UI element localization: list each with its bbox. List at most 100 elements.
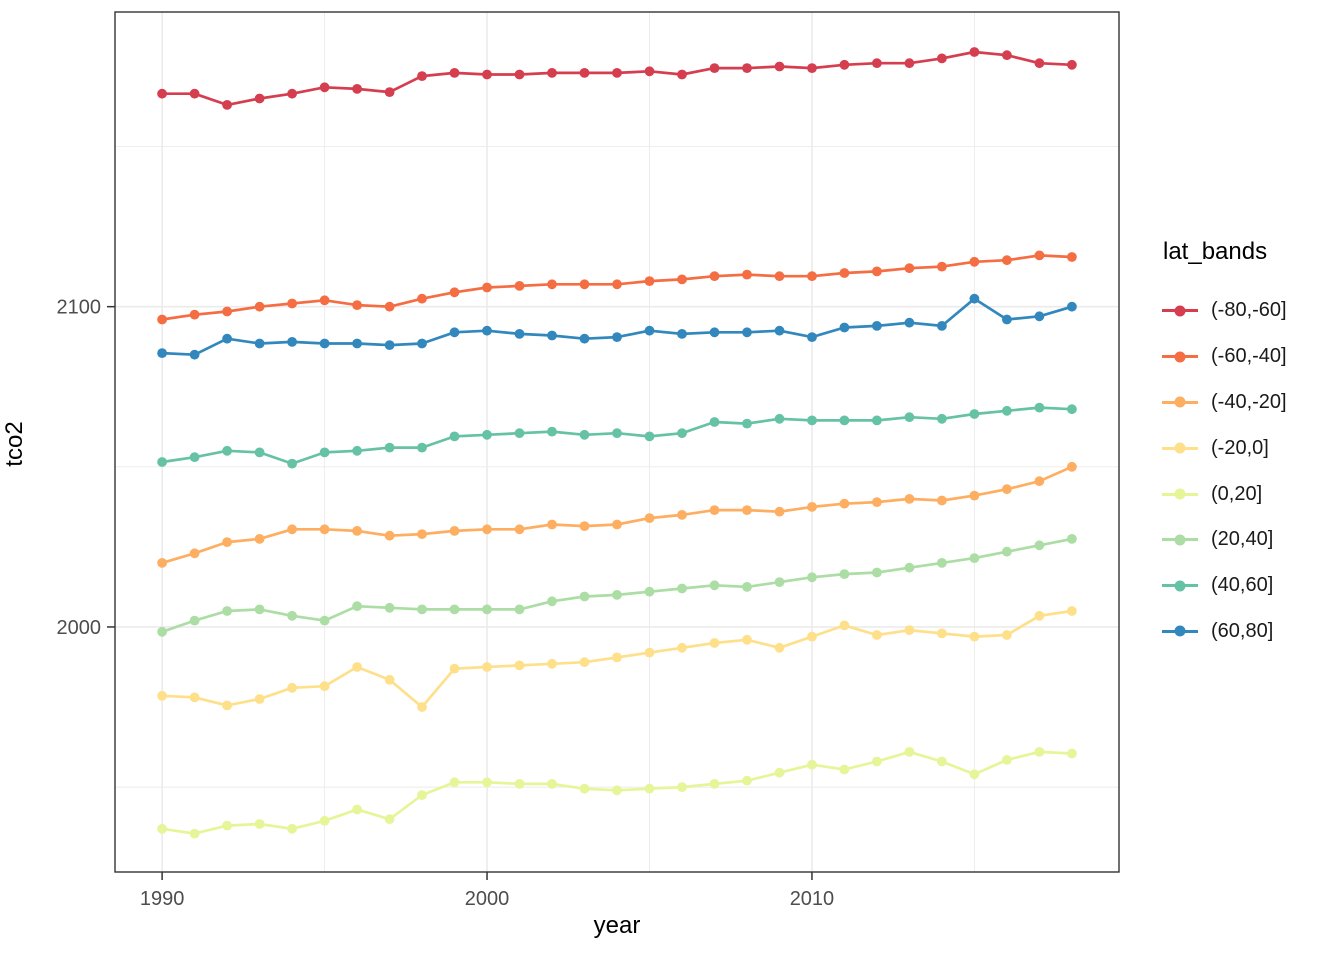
data-point-series-3 <box>1002 630 1012 640</box>
data-point-series-0 <box>1002 50 1012 61</box>
legend-key-dot-icon <box>1174 534 1186 546</box>
data-point-series-1 <box>287 298 297 309</box>
data-point-series-5 <box>189 615 200 626</box>
data-point-series-6 <box>579 429 590 440</box>
data-point-series-4 <box>742 775 752 786</box>
data-point-series-0 <box>189 88 200 99</box>
data-point-series-1 <box>352 300 362 310</box>
data-point-series-4 <box>774 767 785 778</box>
data-point-series-0 <box>579 68 590 78</box>
data-point-series-4 <box>417 790 427 800</box>
data-point-series-6 <box>449 431 460 442</box>
data-point-series-4 <box>319 815 330 826</box>
legend-entry: (-60,-40] <box>1161 334 1287 380</box>
data-point-series-1 <box>384 301 395 312</box>
data-point-series-4 <box>677 782 687 792</box>
legend-entry: (-40,-20] <box>1161 380 1287 426</box>
data-point-series-0 <box>742 63 752 73</box>
data-point-series-6 <box>644 431 655 442</box>
data-point-series-6 <box>742 418 752 429</box>
data-point-series-5 <box>937 558 947 568</box>
data-point-series-2 <box>547 519 557 530</box>
data-point-series-7 <box>547 330 557 341</box>
data-point-series-2 <box>1034 476 1045 487</box>
data-point-series-5 <box>384 602 395 613</box>
data-point-series-0 <box>677 69 687 80</box>
data-point-series-3 <box>482 662 492 672</box>
data-point-series-3 <box>384 674 395 685</box>
legend-key-dot-icon <box>1174 396 1186 408</box>
legend-entry: (60,80] <box>1161 609 1287 655</box>
legend-key <box>1161 579 1199 593</box>
data-point-series-5 <box>319 615 330 626</box>
data-point-series-6 <box>319 447 330 458</box>
data-point-series-2 <box>612 519 622 530</box>
data-point-series-2 <box>157 558 168 568</box>
legend-label: (0,20] <box>1211 482 1263 505</box>
legend-entry: (-80,-60] <box>1161 288 1287 334</box>
data-point-series-4 <box>839 764 850 775</box>
data-point-series-5 <box>449 604 460 615</box>
data-point-series-7 <box>482 325 492 336</box>
data-point-series-1 <box>872 266 882 277</box>
data-point-series-5 <box>482 604 492 615</box>
data-point-series-3 <box>189 692 200 703</box>
data-point-series-0 <box>319 82 330 93</box>
data-point-series-0 <box>937 53 947 64</box>
data-point-series-7 <box>514 329 525 339</box>
data-point-series-2 <box>482 524 492 535</box>
data-point-series-0 <box>872 58 882 69</box>
data-point-series-1 <box>482 282 492 293</box>
data-point-series-7 <box>222 333 233 344</box>
data-point-series-4 <box>969 769 980 780</box>
data-point-series-1 <box>677 274 687 285</box>
data-point-series-2 <box>937 495 947 506</box>
data-point-series-6 <box>937 413 947 424</box>
data-point-series-7 <box>969 293 980 304</box>
data-point-series-1 <box>417 293 427 304</box>
data-point-series-0 <box>222 100 233 110</box>
data-point-series-2 <box>189 548 200 559</box>
data-point-series-7 <box>807 332 817 342</box>
data-point-series-7 <box>612 332 622 342</box>
data-point-series-1 <box>774 271 785 282</box>
data-point-series-0 <box>644 66 655 77</box>
data-point-series-3 <box>287 682 297 693</box>
data-point-series-0 <box>807 63 817 73</box>
data-point-series-0 <box>287 88 297 99</box>
data-point-series-4 <box>1067 748 1077 759</box>
data-point-series-6 <box>1002 405 1012 416</box>
data-point-series-6 <box>612 428 622 439</box>
data-point-series-1 <box>937 261 947 272</box>
data-point-series-2 <box>774 506 785 517</box>
legend-label: (60,80] <box>1211 619 1274 642</box>
data-point-series-7 <box>579 333 590 344</box>
data-point-series-5 <box>1067 534 1077 544</box>
legend-key <box>1161 624 1199 638</box>
data-point-series-3 <box>319 681 330 692</box>
data-point-series-1 <box>709 271 720 282</box>
panel-background <box>115 12 1119 872</box>
data-point-series-2 <box>969 490 980 501</box>
data-point-series-2 <box>904 494 915 504</box>
data-point-series-6 <box>352 445 362 456</box>
data-point-series-4 <box>514 779 525 789</box>
data-point-series-1 <box>839 268 850 278</box>
data-point-series-4 <box>1002 755 1012 765</box>
data-point-series-4 <box>157 823 168 834</box>
x-tick-label: 2010 <box>790 888 835 910</box>
data-point-series-5 <box>807 572 817 583</box>
panel-border <box>114 11 1120 873</box>
data-point-series-1 <box>1067 252 1077 262</box>
legend-entry: (20,40] <box>1161 517 1287 563</box>
data-point-series-0 <box>774 61 785 72</box>
legend-label: (-80,-60] <box>1211 299 1287 322</box>
data-point-series-1 <box>807 271 817 282</box>
legend: lat_bands (-80,-60] (-60,-40] (-40,-20] <box>1161 238 1287 654</box>
data-point-series-0 <box>547 68 557 78</box>
data-point-series-3 <box>807 631 817 642</box>
data-point-series-2 <box>807 502 817 512</box>
data-point-series-7 <box>677 329 687 339</box>
data-point-series-1 <box>904 263 915 274</box>
